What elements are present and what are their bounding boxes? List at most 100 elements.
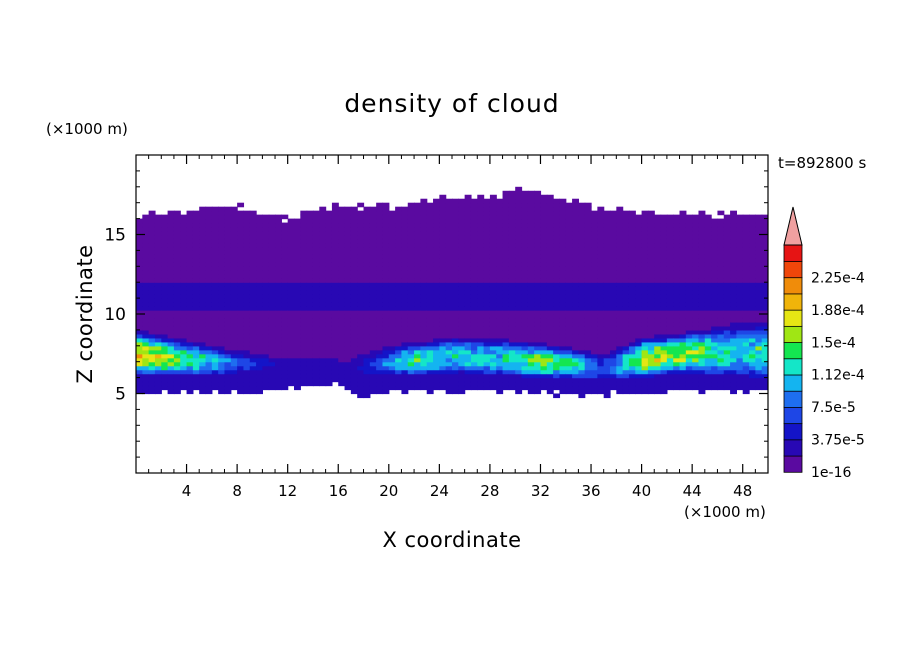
field-cell (420, 298, 428, 303)
field-cell (572, 198, 579, 204)
field-cell (591, 337, 598, 343)
field-cell (180, 381, 188, 387)
field-cell (553, 250, 561, 255)
field-cell (553, 353, 561, 359)
field-cell (673, 345, 681, 351)
field-cell (262, 278, 270, 283)
field-cell (477, 278, 485, 283)
field-cell (382, 250, 390, 255)
field-cell (742, 222, 750, 228)
field-cell (508, 302, 516, 307)
field-cell (426, 282, 434, 287)
field-cell (161, 353, 169, 359)
field-cell (483, 325, 491, 331)
field-cell (395, 381, 403, 387)
field-cell (287, 242, 295, 248)
field-cell (407, 349, 415, 355)
field-cell (553, 381, 561, 387)
field-cell (439, 329, 447, 335)
field-cell (420, 333, 428, 339)
field-cell (445, 310, 453, 315)
field-cell (515, 226, 523, 232)
field-cell (452, 341, 459, 347)
field-cell (369, 302, 377, 307)
field-cell (142, 258, 150, 263)
field-cell (635, 282, 643, 287)
field-cell (464, 381, 472, 387)
field-cell (142, 294, 150, 299)
field-cell (527, 206, 535, 212)
field-cell (186, 377, 194, 383)
field-cell (654, 270, 662, 275)
field-cell (401, 361, 409, 367)
field-cell (584, 274, 592, 279)
field-cell (294, 365, 301, 371)
field-cell (527, 250, 535, 255)
field-cell (591, 210, 598, 216)
field-cell (717, 258, 725, 263)
field-cell (161, 266, 169, 271)
field-cell (679, 262, 687, 267)
field-cell (319, 246, 327, 251)
field-cell (395, 214, 403, 220)
field-cell (603, 349, 611, 355)
field-cell (489, 210, 497, 216)
field-cell (136, 345, 143, 351)
field-cell (167, 306, 175, 311)
field-cell (685, 314, 693, 319)
field-cell (717, 226, 725, 232)
field-cell (508, 341, 516, 347)
field-cell (565, 377, 573, 383)
field-cell (230, 214, 238, 220)
field-cell (376, 381, 384, 387)
field-cell (540, 230, 548, 236)
field-cell (319, 321, 327, 327)
field-cell (376, 298, 384, 303)
field-cell (452, 258, 459, 263)
field-cell (287, 230, 295, 236)
field-cell (439, 234, 447, 240)
field-cell (344, 385, 352, 391)
field-cell (382, 298, 390, 303)
field-cell (376, 329, 384, 335)
field-cell (249, 250, 257, 255)
field-cell (173, 222, 181, 228)
field-cell (527, 345, 535, 351)
field-cell (584, 369, 592, 375)
field-cell (628, 329, 636, 335)
field-cell (647, 282, 655, 287)
field-cell (205, 290, 213, 295)
field-cell (439, 310, 447, 315)
field-cell (496, 250, 504, 255)
field-cell (420, 242, 428, 248)
field-cell (369, 345, 377, 351)
field-cell (167, 377, 175, 383)
field-cell (363, 210, 371, 216)
field-cell (426, 369, 434, 375)
field-cell (540, 341, 548, 347)
field-cell (281, 242, 289, 248)
field-cell (445, 222, 453, 228)
field-cell (470, 345, 478, 351)
field-cell (717, 242, 725, 248)
field-cell (730, 317, 737, 323)
field-cell (249, 385, 257, 391)
field-cell (420, 286, 428, 291)
field-cell (376, 238, 384, 244)
field-cell (578, 290, 586, 295)
field-cell (610, 325, 617, 331)
field-cell (395, 349, 403, 355)
field-cell (281, 214, 289, 220)
field-cell (666, 242, 674, 248)
field-cell (249, 218, 257, 224)
field-cell (540, 381, 548, 387)
field-cell (616, 381, 624, 387)
field-cell (628, 377, 636, 383)
field-cell (508, 377, 516, 383)
field-cell (357, 286, 365, 291)
field-cell (452, 357, 459, 363)
field-cell (692, 369, 700, 375)
field-cell (559, 238, 567, 244)
field-cell (723, 230, 731, 236)
field-cell (616, 357, 624, 363)
